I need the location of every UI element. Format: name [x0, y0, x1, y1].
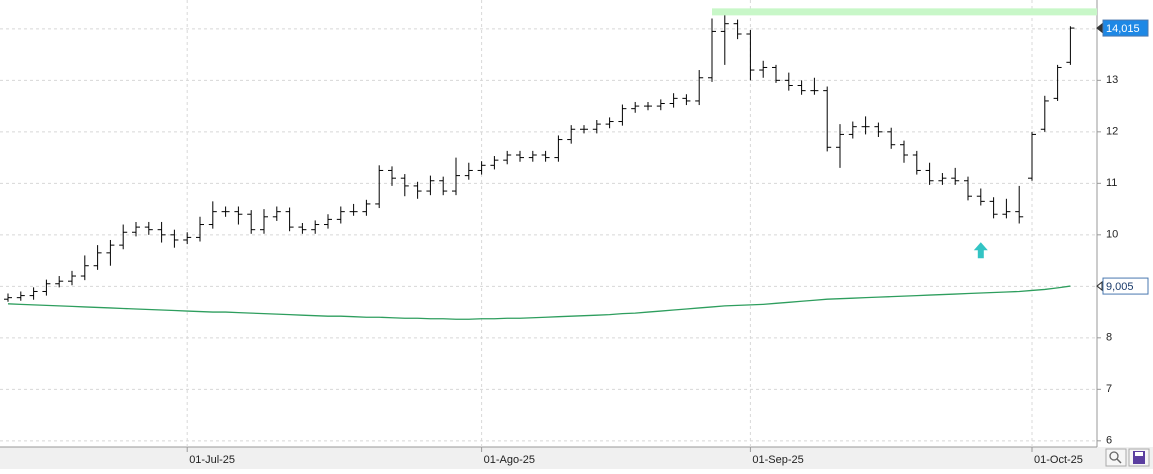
price-label-pointer — [1096, 281, 1103, 292]
y-tick-label: 11 — [1106, 177, 1117, 189]
x-axis-band — [0, 447, 1153, 469]
zoom-button-frame[interactable] — [1105, 448, 1127, 467]
zoom-icon-handle — [1116, 458, 1122, 464]
save-button[interactable] — [1128, 448, 1150, 467]
price-label-box — [1102, 19, 1149, 37]
price-label: 14,015 — [1106, 23, 1140, 35]
signal-arrow — [973, 242, 988, 259]
y-tick-label: 13 — [1106, 74, 1118, 86]
moving-average-line — [7, 285, 1071, 320]
y-tick-label: 7 — [1106, 383, 1112, 395]
zoom-button[interactable] — [1105, 448, 1127, 467]
save-icon-label — [1135, 452, 1143, 456]
price-label-pointer — [1096, 23, 1103, 34]
x-tick-label: 01-Jul-25 — [189, 454, 235, 466]
x-tick-label: 01-Sep-25 — [752, 454, 803, 466]
y-tick-label: 12 — [1106, 126, 1118, 138]
y-tick-label: 6 — [1106, 435, 1112, 447]
x-tick-label: 01-Oct-25 — [1034, 454, 1083, 466]
price-label: 9,005 — [1106, 281, 1134, 293]
ohlc-bars — [4, 13, 1075, 302]
x-tick-label: 01-Ago-25 — [484, 454, 535, 466]
y-tick-label: 10 — [1106, 229, 1118, 241]
price-label-box — [1102, 277, 1149, 295]
y-tick-label: 8 — [1106, 332, 1112, 344]
zoom-icon — [1109, 451, 1119, 461]
